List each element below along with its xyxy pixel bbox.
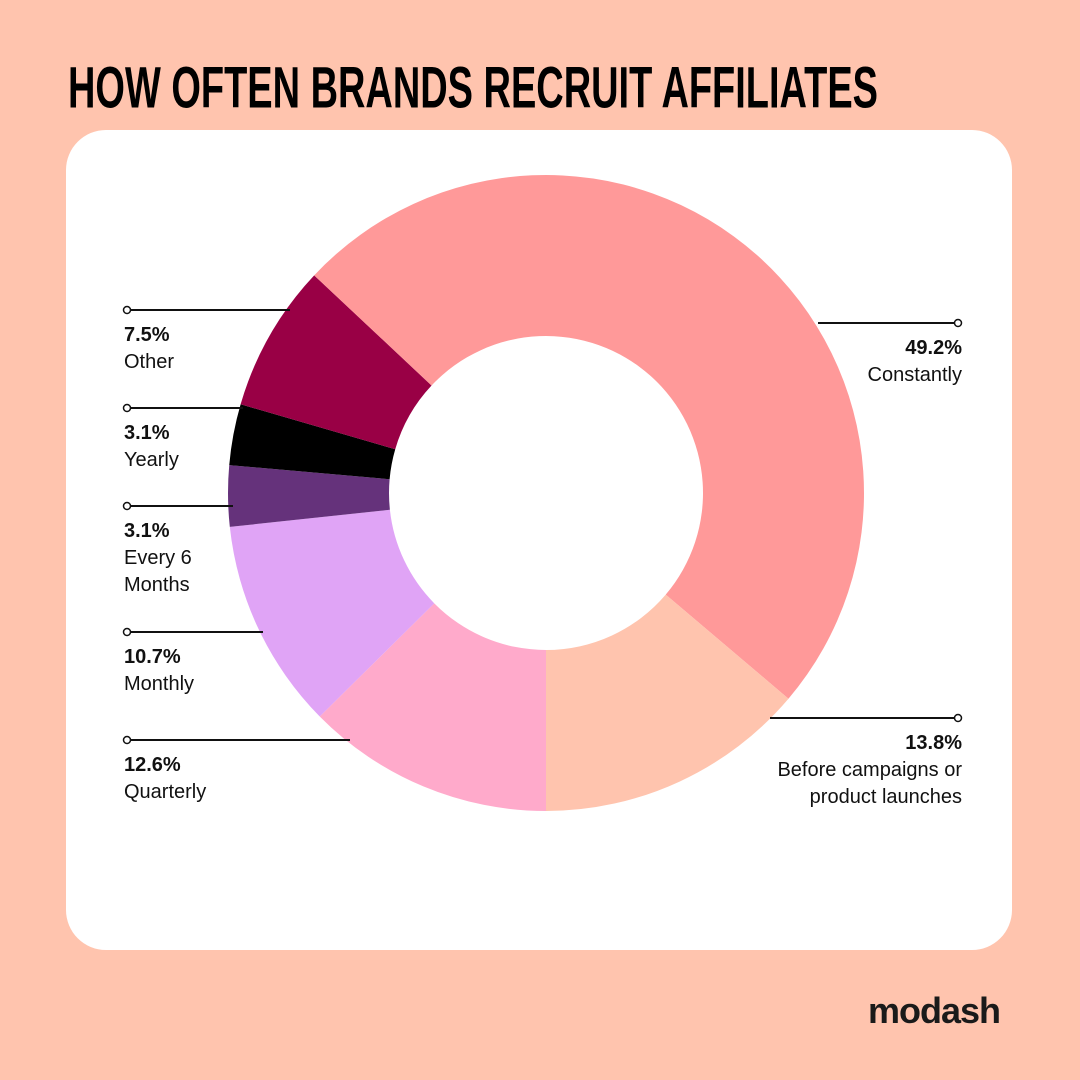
value-label: 13.8% xyxy=(905,732,962,754)
leader-dot xyxy=(122,501,132,511)
category-label: Constantly xyxy=(867,364,963,386)
brand-logo: modash xyxy=(867,990,1001,1031)
slice-label: 49.2% Constantly xyxy=(777,335,963,389)
category-label: Every 6 Months xyxy=(124,547,192,596)
category-label: Yearly xyxy=(124,449,179,471)
slice-label: 13.8% Before campaigns or product launche… xyxy=(777,730,962,811)
slice xyxy=(229,509,435,717)
slice-label: 7.5% Other xyxy=(124,322,224,376)
value-label: 7.5% xyxy=(124,324,170,346)
value-label: 3.1% xyxy=(124,520,170,542)
value-label: 12.6% xyxy=(124,754,181,776)
category-label: Other xyxy=(124,351,175,373)
value-label: 3.1% xyxy=(124,422,170,444)
leader-dot xyxy=(122,627,132,637)
slice xyxy=(227,465,390,527)
slice xyxy=(314,175,864,699)
value-label: 49.2% xyxy=(905,337,962,359)
leader-dot xyxy=(953,318,963,328)
slice xyxy=(319,603,546,812)
slice xyxy=(240,275,432,450)
slice-label: 10.7% Monthly xyxy=(124,644,224,698)
leader-dot xyxy=(122,403,132,413)
chart-title: HOW OFTEN BRANDS RECRUIT AFFILIATES xyxy=(68,55,878,120)
leader-dot xyxy=(122,735,132,745)
category-label: Before campaigns or product launches xyxy=(777,759,962,808)
leader-dot xyxy=(953,713,963,723)
slice-label: 3.1% Every 6 Months xyxy=(124,518,224,599)
value-label: 10.7% xyxy=(124,646,181,668)
category-label: Monthly xyxy=(124,673,195,695)
slice xyxy=(546,594,789,811)
category-label: Quarterly xyxy=(124,781,207,803)
slice-label: 3.1% Yearly xyxy=(124,420,224,474)
slice xyxy=(229,404,396,480)
leader-dot xyxy=(122,305,132,315)
slice-label: 12.6% Quarterly xyxy=(124,752,224,806)
